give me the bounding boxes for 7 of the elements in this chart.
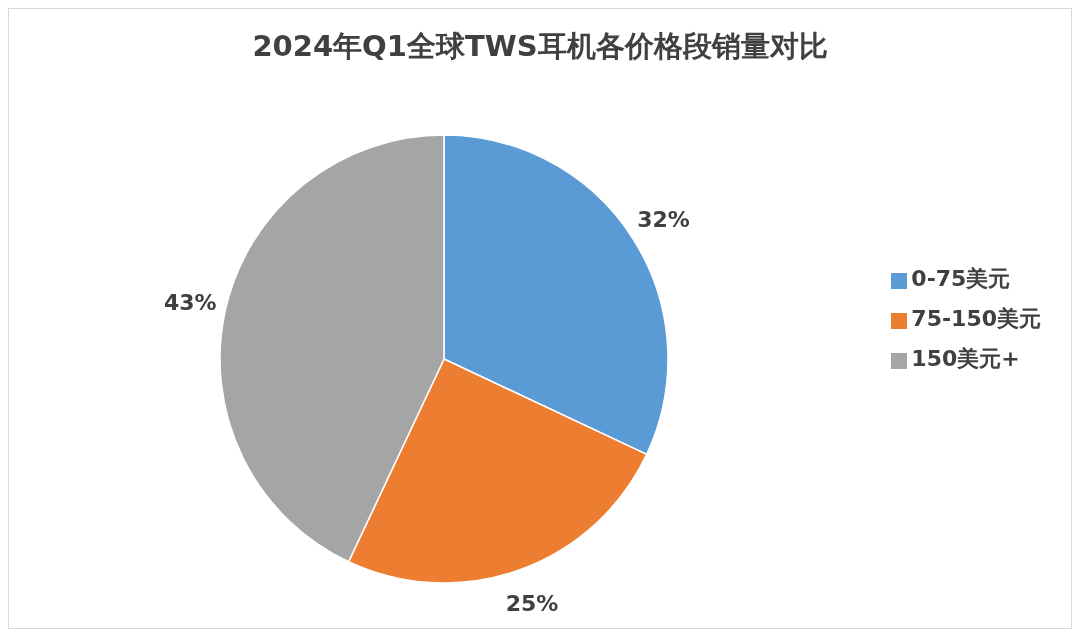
data-label: 43%	[163, 289, 217, 315]
data-label: 32%	[637, 207, 690, 233]
legend-label: 75-150美元	[911, 305, 1041, 331]
legend-label: 150美元+	[911, 345, 1020, 371]
chart-title: 2024年Q1全球TWS耳机各价格段销量对比	[251, 28, 829, 65]
legend-label: 0-75美元	[911, 265, 1011, 291]
data-label: 25%	[505, 591, 559, 617]
